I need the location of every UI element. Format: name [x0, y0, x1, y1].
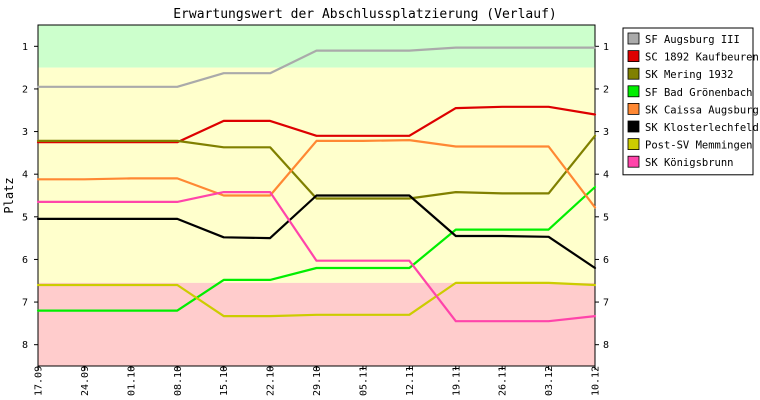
y-tick-label-left-4: 4	[22, 170, 28, 181]
y-tick-label-left-8: 8	[22, 340, 28, 351]
y-tick-label-right-4: 4	[603, 170, 609, 181]
y-tick-label-left-5: 5	[22, 212, 28, 223]
zone-band-2	[38, 67, 595, 283]
series-line-5	[36, 139, 597, 209]
y-tick-label-right-6: 6	[603, 255, 609, 266]
legend-label-4: SF Bad Grönenbach	[645, 87, 752, 99]
series-line-1	[36, 46, 597, 88]
y-axis-right: 1 2 3 4 5 6 7 8	[595, 42, 609, 351]
legend-swatch-6	[627, 120, 640, 133]
legend: SF Augsburg III SC 1892 Kaufbeuren SK Meri…	[622, 27, 759, 176]
background-zones	[38, 25, 595, 366]
x-tick-label-9: 19.11	[451, 366, 462, 396]
chart-title: Erwartungswert der Abschlussplatzierung …	[173, 7, 557, 22]
y-axis-left: 1 2 3 4 5 6 7 8	[22, 42, 38, 351]
legend-swatch-1	[627, 32, 640, 45]
series-line-6	[36, 194, 597, 270]
legend-swatch-7	[627, 138, 640, 151]
x-tick-label-11: 03.12	[544, 366, 555, 396]
legend-swatch-5	[627, 103, 640, 115]
y-tick-label-right-3: 3	[603, 127, 609, 138]
series-line-8	[36, 191, 597, 323]
y-tick-label-right-1: 1	[603, 42, 609, 53]
series-line-7	[36, 281, 597, 318]
x-tick-label-2: 01.10	[126, 366, 137, 396]
zone-band-1	[38, 25, 595, 68]
x-tick-label-4: 15.10	[219, 366, 230, 396]
x-tick-label-1: 24.09	[80, 366, 91, 396]
legend-swatch-4	[627, 85, 640, 98]
y-tick-label-right-7: 7	[603, 298, 609, 309]
y-tick-label-left-7: 7	[22, 298, 28, 309]
legend-box	[622, 27, 754, 176]
legend-swatch-3	[627, 67, 640, 80]
y-tick-label-left-1: 1	[22, 42, 28, 53]
legend-label-8: SK Königsbrunn	[645, 157, 734, 169]
x-tick-label-8: 12.11	[405, 366, 416, 396]
legend-label-5: SK Caissa Augsburg	[645, 104, 759, 116]
legend-label-1: SF Augsburg III	[645, 34, 740, 46]
x-tick-label-10: 26.11	[498, 366, 509, 396]
series-line-3	[36, 134, 597, 200]
legend-swatch-8	[627, 155, 640, 168]
y-tick-label-left-3: 3	[22, 127, 28, 138]
legend-label-7: Post-SV Memmingen	[645, 140, 752, 152]
x-tick-label-7: 05.11	[358, 366, 369, 396]
y-tick-label-right-5: 5	[603, 212, 609, 223]
zone-band-3	[38, 282, 595, 366]
series-line-4	[36, 185, 597, 312]
y-tick-label-right-2: 2	[603, 84, 609, 95]
legend-label-3: SK Mering 1932	[645, 69, 734, 81]
legend-swatch-2	[627, 50, 640, 62]
x-tick-label-0: 17.09	[34, 366, 45, 396]
x-tick-label-6: 29.10	[312, 366, 323, 396]
series-line-2	[36, 105, 597, 144]
x-tick-label-3: 08.10	[173, 366, 184, 396]
y-axis-label: Platz	[2, 177, 16, 213]
x-tick-label-12: 10.12	[591, 366, 602, 396]
x-axis: 17.09 24.09 01.10 08.10 15.10 22.10 29.10 05.11…	[34, 366, 602, 396]
y-tick-label-left-2: 2	[22, 84, 28, 95]
y-tick-label-right-8: 8	[603, 340, 609, 351]
legend-label-2: SC 1892 Kaufbeuren	[645, 52, 759, 64]
legend-label-6: SK Klosterlechfeld	[645, 122, 759, 134]
y-tick-label-left-6: 6	[22, 255, 28, 266]
series-lines	[36, 46, 597, 323]
x-tick-label-5: 22.10	[266, 366, 277, 396]
